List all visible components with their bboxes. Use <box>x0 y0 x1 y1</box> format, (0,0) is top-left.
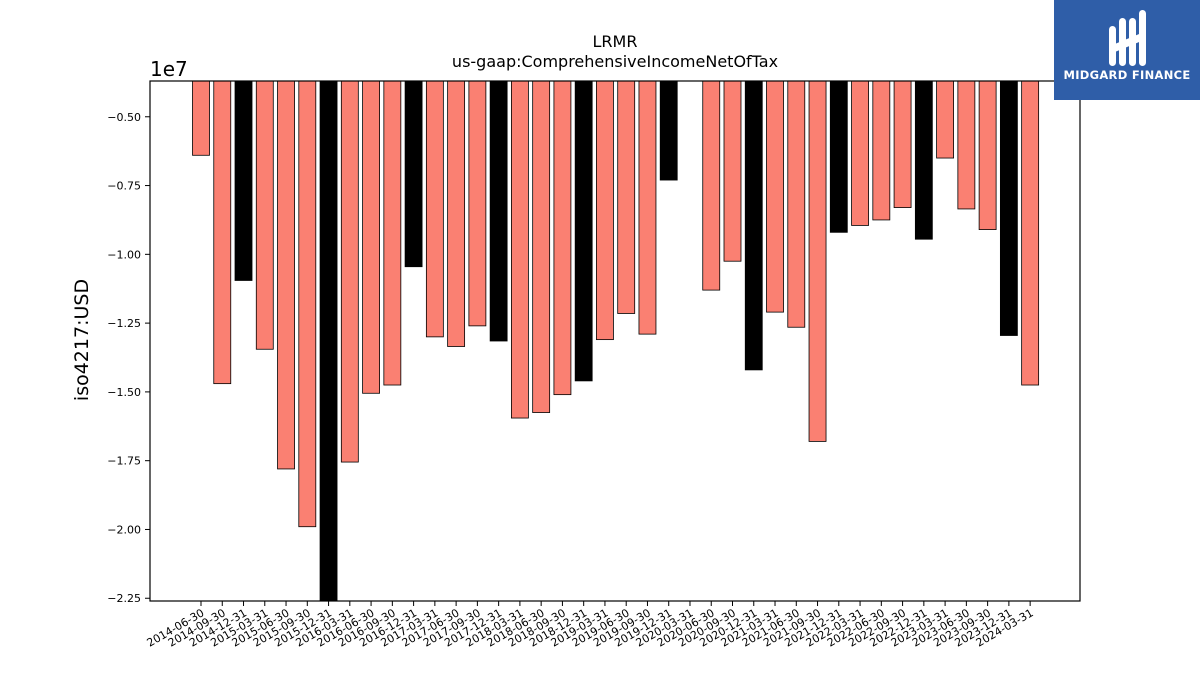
y-tick-label: −1.25 <box>107 317 141 330</box>
bar <box>574 80 593 382</box>
bar <box>893 80 912 208</box>
bar <box>766 80 784 313</box>
y-tick-label: −2.25 <box>107 592 141 605</box>
bar <box>808 80 827 442</box>
bar <box>298 80 317 528</box>
bar <box>234 80 253 281</box>
bar <box>510 80 529 419</box>
brand-name: MIDGARD FINANCE <box>1063 68 1191 82</box>
bar <box>978 80 997 230</box>
bar <box>553 80 572 396</box>
y-tick-label: −1.00 <box>107 248 141 261</box>
bar <box>957 80 976 210</box>
x-axis: 2014-06-302014-09-302014-12-312015-03-31… <box>145 601 1036 650</box>
bar <box>447 80 466 347</box>
bar <box>468 80 487 327</box>
bar <box>638 80 657 335</box>
bar <box>1021 80 1040 386</box>
bar <box>936 80 954 159</box>
bar <box>383 80 402 386</box>
bar <box>596 80 614 341</box>
bar <box>213 80 232 385</box>
y-offset-label: 1e7 <box>150 57 188 81</box>
bar <box>744 80 763 371</box>
bar <box>999 80 1018 336</box>
plot-frame <box>149 80 1081 602</box>
chart-subtitle: us-gaap:ComprehensiveIncomeNetOfTax <box>451 52 779 71</box>
bar <box>851 80 869 226</box>
bar <box>723 80 742 262</box>
bar <box>489 80 508 342</box>
bar <box>914 80 933 240</box>
bar <box>659 80 678 181</box>
bar <box>319 80 338 602</box>
bar <box>425 80 444 338</box>
bar <box>192 80 210 156</box>
bar <box>787 80 806 328</box>
y-tick-label: −0.75 <box>107 180 141 193</box>
bar <box>255 80 274 350</box>
bar <box>340 80 359 463</box>
y-tick-label: −2.00 <box>107 523 141 536</box>
bars <box>192 80 1040 602</box>
bar <box>404 80 423 268</box>
y-axis-label: iso4217:USD <box>71 279 93 401</box>
bar <box>532 80 551 413</box>
y-tick-label: −1.75 <box>107 455 141 468</box>
bar <box>362 80 380 394</box>
bar <box>872 80 891 221</box>
y-tick-label: −0.50 <box>107 111 141 124</box>
y-axis: −0.50 −0.75 −1.00 −1.25 −1.50 −1.75 −2.00 −2.25 <box>107 111 150 605</box>
chart-title: LRMR <box>592 32 638 51</box>
brand-logo: MIDGARD FINANCE <box>1054 0 1200 100</box>
bar <box>829 80 848 233</box>
bar <box>702 80 721 291</box>
bar <box>617 80 636 314</box>
logo-mark-icon <box>1109 10 1146 66</box>
bar <box>277 80 295 470</box>
y-tick-label: −1.50 <box>107 386 141 399</box>
